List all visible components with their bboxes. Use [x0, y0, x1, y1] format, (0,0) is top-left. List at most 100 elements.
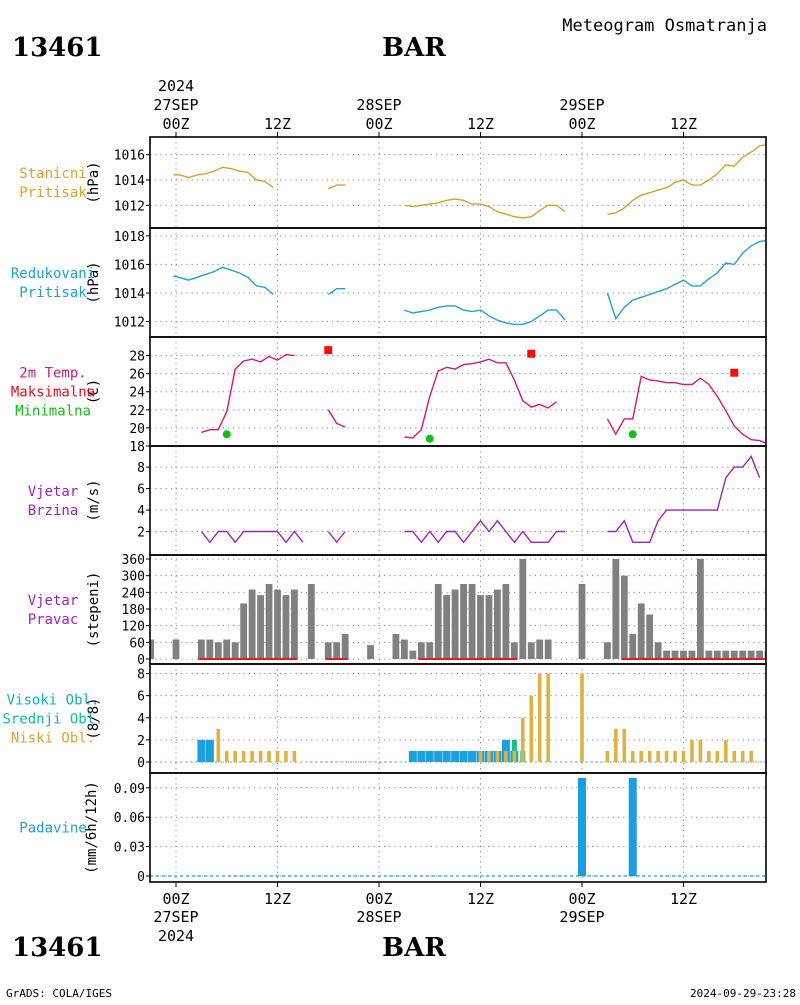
panel-label: Redukovani [11, 266, 95, 282]
wind-direction-bar [172, 639, 180, 659]
bottom-axis-hour-label: 00Z [365, 890, 392, 908]
series-line [404, 519, 566, 544]
series-line [173, 266, 274, 295]
low-cloud-bar [723, 739, 728, 762]
wind-direction-bar [426, 642, 434, 659]
wind-direction-bar [274, 589, 281, 659]
panel-label: Vjetar [28, 593, 79, 609]
low-cloud-bar [250, 750, 254, 762]
y-axis-label: (hPa) [86, 261, 102, 303]
panel-label: Vjetar [28, 484, 79, 500]
min-temp-marker [628, 430, 637, 439]
low-cloud-bar [715, 750, 720, 762]
low-cloud-bar [690, 739, 694, 762]
high-cloud-bar [425, 750, 434, 762]
low-cloud-bar [284, 750, 288, 762]
wind-direction-bar [291, 589, 298, 659]
wind-direction-bar [150, 639, 155, 659]
y-tick-label: 0.06 [114, 811, 145, 826]
wind-direction-bar [477, 595, 484, 659]
wind-direction-bar [324, 642, 332, 659]
y-tick-label: 300 [122, 570, 145, 585]
panel-frame [149, 136, 767, 229]
y-tick-label: 8 [137, 668, 145, 683]
y-tick-label: 1016 [114, 149, 145, 164]
wind-direction-bar [663, 650, 670, 659]
panel-label: Minimalna [15, 404, 91, 420]
y-axis-label: (8/8) [86, 697, 102, 739]
wind-direction-bar [460, 584, 467, 659]
low-cloud-bar [495, 750, 500, 762]
y-axis-label: (stepeni) [86, 572, 102, 648]
low-cloud-bar [478, 750, 483, 762]
low-cloud-bar [681, 750, 686, 762]
panel-plot-area [150, 337, 766, 446]
high-cloud-bar [459, 750, 468, 762]
wind-direction-bar [392, 634, 400, 659]
y-tick-label: 180 [122, 603, 145, 618]
wind-direction-bar [223, 639, 231, 659]
panel-6: 0 2 4 6 8 (8/8)Visoki Obl. Srednji Obl. Niski O… [2, 663, 767, 774]
y-tick-label: 2 [137, 526, 145, 541]
low-cloud-bar [546, 673, 550, 762]
y-tick-label: 1018 [114, 230, 145, 245]
wind-direction-bar [603, 642, 611, 659]
wind-direction-bar [688, 650, 696, 659]
meteogram-title: Meteogram Osmatranja [562, 16, 767, 36]
low-cloud-bar [622, 728, 627, 762]
low-cloud-bar [233, 750, 238, 762]
wind-direction-bar [502, 584, 510, 659]
y-tick-label: 6 [137, 690, 145, 705]
wind-direction-bar [257, 595, 264, 659]
y-tick-label: 60 [129, 636, 145, 651]
high-cloud-bar [408, 750, 417, 762]
y-tick-label: 360 [122, 553, 145, 568]
y-tick-label: 4 [137, 712, 145, 727]
low-cloud-bar [707, 750, 711, 762]
max-temp-marker [527, 349, 536, 358]
low-cloud-bar [639, 750, 644, 762]
wind-direction-bar [307, 584, 315, 659]
min-temp-marker [425, 434, 434, 443]
top-axis-hour-label: 12Z [264, 115, 291, 133]
low-cloud-bar [647, 750, 652, 762]
series-line [327, 288, 346, 295]
precip-bar [578, 778, 586, 876]
wind-direction-bar [409, 650, 417, 659]
series-line [173, 166, 274, 189]
top-axis-hour-label: 12Z [467, 115, 494, 133]
y-tick-label: 8 [137, 461, 145, 476]
wind-direction-bar [739, 650, 747, 659]
y-tick-label: 1016 [114, 258, 145, 273]
wind-direction-bar [333, 642, 341, 659]
y-axis-label: (mm/6h/12h) [84, 781, 100, 874]
panel-plot-area [150, 773, 766, 882]
y-tick-label: 26 [129, 368, 145, 383]
panel-label: Pritisak [19, 285, 87, 301]
wind-direction-bar [680, 650, 687, 659]
high-cloud-bar [197, 739, 206, 762]
high-cloud-bar [417, 750, 426, 762]
wind-direction-bar [646, 614, 654, 659]
y-tick-label: 0 [137, 870, 145, 885]
wind-direction-bar [510, 642, 518, 659]
high-cloud-bar [442, 750, 451, 762]
bottom-axis-hour-label: 12Z [467, 890, 494, 908]
low-cloud-bar [732, 750, 737, 762]
wind-direction-bar [341, 634, 349, 659]
y-tick-label: 120 [122, 620, 145, 635]
series-line [606, 239, 766, 321]
low-cloud-bar [241, 750, 246, 762]
wind-direction-bar [443, 595, 451, 659]
wind-direction-bar [240, 603, 248, 659]
panel-label: Srednji Obl. [2, 712, 103, 728]
wind-direction-bar [722, 650, 730, 659]
y-tick-label: 1014 [114, 287, 145, 302]
wind-direction-bar [248, 589, 256, 659]
y-tick-label: 0.03 [114, 841, 145, 856]
top-axis-hour-label: 00Z [365, 115, 392, 133]
low-cloud-bar [224, 750, 229, 762]
panel-frame [149, 772, 767, 883]
top-axis-date-label: 28SEP [356, 96, 401, 114]
